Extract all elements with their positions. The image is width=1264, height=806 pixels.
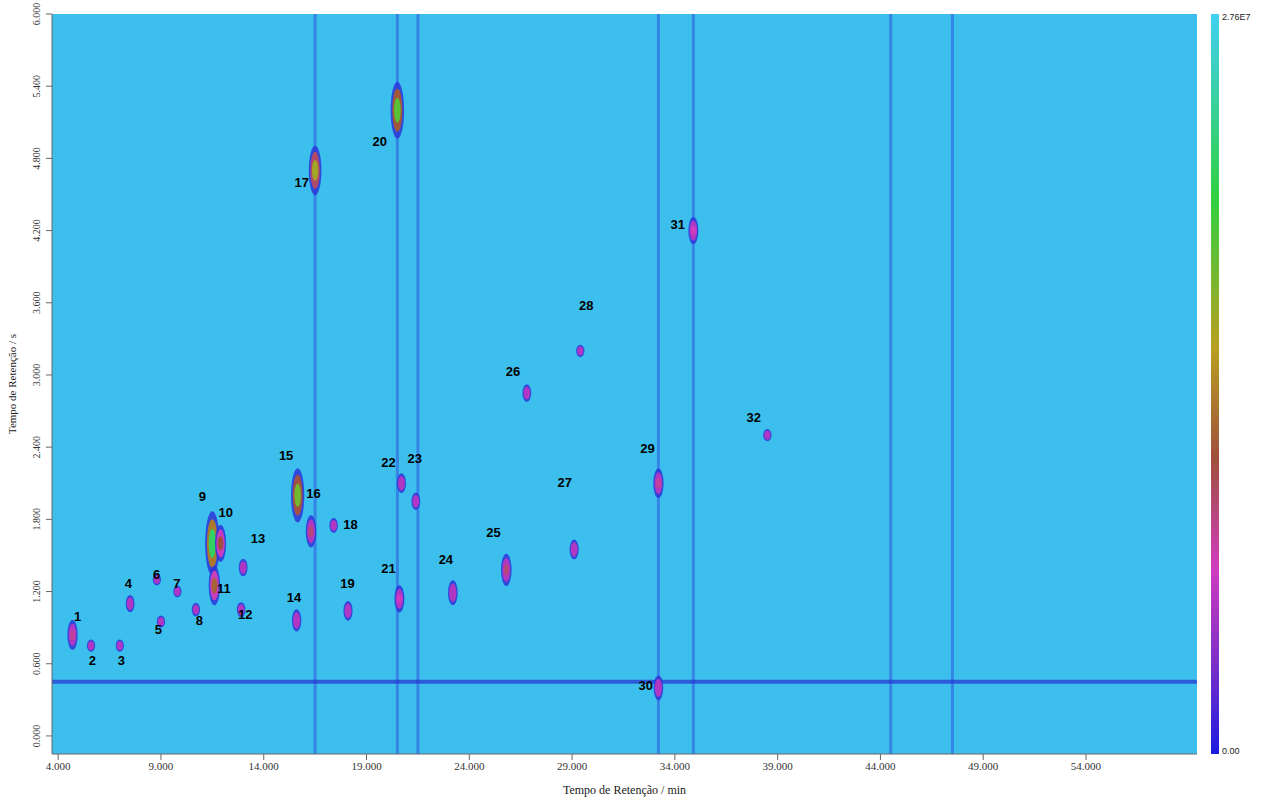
svg-text:29.000: 29.000 [557, 760, 588, 772]
svg-text:14: 14 [287, 590, 302, 605]
svg-text:1: 1 [74, 609, 81, 624]
svg-text:34.000: 34.000 [660, 760, 691, 772]
svg-text:5: 5 [155, 622, 162, 637]
svg-text:9.000: 9.000 [149, 760, 174, 772]
svg-text:20: 20 [372, 134, 386, 149]
svg-text:18: 18 [343, 517, 357, 532]
svg-text:19.000: 19.000 [351, 760, 382, 772]
svg-text:30: 30 [638, 678, 652, 693]
svg-text:2.76E7: 2.76E7 [1222, 12, 1251, 22]
svg-text:44.000: 44.000 [865, 760, 896, 772]
svg-text:49.000: 49.000 [968, 760, 999, 772]
svg-text:Tempo de Retenção / min: Tempo de Retenção / min [563, 783, 686, 797]
svg-text:17: 17 [295, 175, 309, 190]
svg-text:29: 29 [640, 441, 654, 456]
svg-text:4.000: 4.000 [46, 760, 71, 772]
svg-text:21: 21 [381, 561, 395, 576]
svg-text:4.800: 4.800 [31, 147, 42, 170]
svg-text:28: 28 [579, 298, 593, 313]
svg-text:19: 19 [340, 576, 354, 591]
svg-text:0.00: 0.00 [1222, 746, 1240, 756]
svg-text:2.400: 2.400 [31, 436, 42, 459]
svg-text:2: 2 [89, 653, 96, 668]
svg-text:3.600: 3.600 [31, 292, 42, 315]
svg-text:6: 6 [153, 567, 160, 582]
svg-text:14.000: 14.000 [249, 760, 280, 772]
svg-text:4: 4 [125, 576, 133, 591]
svg-text:10: 10 [218, 505, 232, 520]
svg-text:24: 24 [439, 552, 454, 567]
svg-text:54.000: 54.000 [1071, 760, 1102, 772]
svg-text:0.000: 0.000 [31, 725, 42, 748]
svg-text:13: 13 [251, 531, 265, 546]
svg-text:7: 7 [173, 576, 180, 591]
svg-text:9: 9 [199, 489, 206, 504]
svg-text:23: 23 [408, 451, 422, 466]
svg-text:1.800: 1.800 [31, 508, 42, 531]
svg-text:22: 22 [381, 455, 395, 470]
svg-text:25: 25 [486, 525, 500, 540]
svg-text:Tempo de Retenção / s: Tempo de Retenção / s [6, 334, 18, 434]
svg-text:27: 27 [557, 475, 571, 490]
svg-text:8: 8 [196, 613, 203, 628]
svg-text:5.400: 5.400 [31, 75, 42, 98]
svg-text:4.200: 4.200 [31, 219, 42, 242]
svg-text:16: 16 [306, 486, 320, 501]
svg-text:6.000: 6.000 [31, 3, 42, 26]
svg-text:32: 32 [747, 410, 761, 425]
svg-text:39.000: 39.000 [763, 760, 794, 772]
svg-text:12: 12 [238, 607, 252, 622]
svg-text:24.000: 24.000 [454, 760, 485, 772]
svg-text:26: 26 [506, 364, 520, 379]
svg-text:3: 3 [118, 653, 125, 668]
svg-text:0.600: 0.600 [31, 653, 42, 676]
svg-text:31: 31 [671, 217, 685, 232]
svg-text:3.000: 3.000 [31, 364, 42, 387]
svg-text:1.200: 1.200 [31, 580, 42, 603]
svg-text:15: 15 [279, 448, 293, 463]
svg-text:11: 11 [217, 581, 231, 596]
